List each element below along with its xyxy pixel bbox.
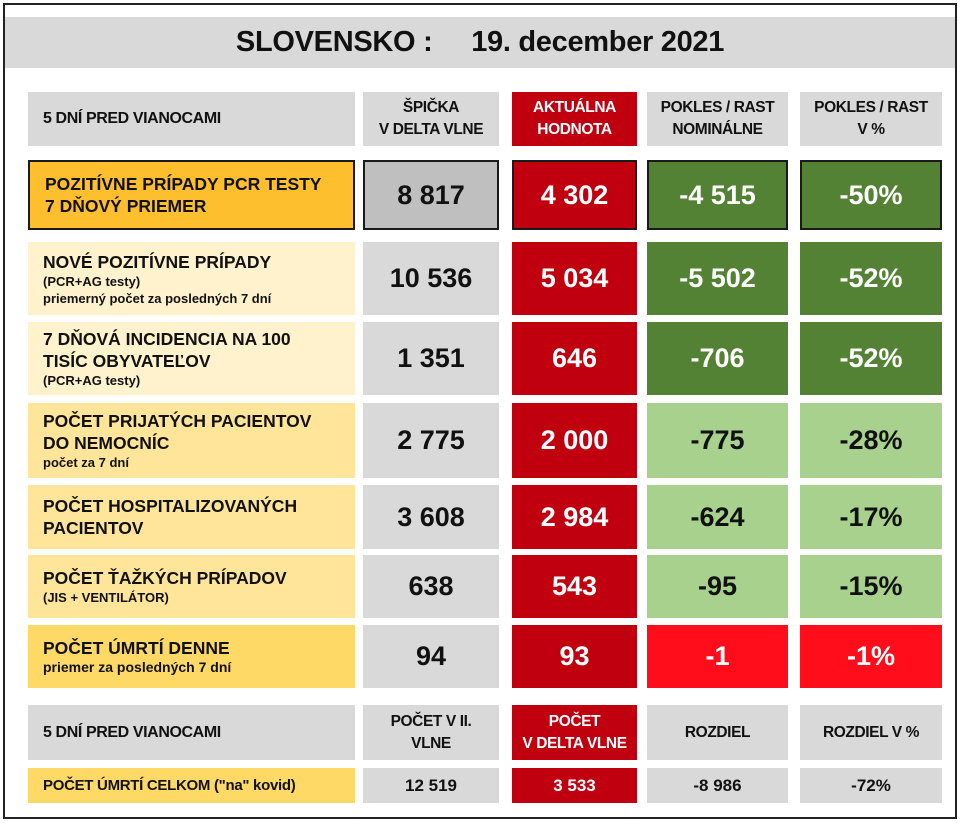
header-current: AKTUÁLNA HODNOTA [512,92,637,146]
footer-header-delta-wave-line2: V DELTA VLNE [522,734,627,752]
footer-header-label: 5 DNÍ PRED VIANOCAMI [43,723,221,741]
row-label-line: POČET ŤAŽKÝCH PRÍPADOV [43,568,287,588]
row-label-line: POZITÍVNE PRÍPADY PCR TESTY [45,174,322,194]
row-label-new-positive: NOVÉ POZITÍVNE PRÍPADY (PCR+AG testy) pr… [28,242,355,315]
row-change-nominal: -1 [647,625,788,688]
footer-header-delta-wave-line1: POČET [548,712,601,730]
row-change-nominal: -775 [647,403,788,478]
row-label-line: 7 DŇOVÁ INCIDENCIA NA 100 [43,329,291,349]
row-peak-value: 10 536 [363,242,499,315]
row-peak-value: 1 351 [363,322,499,395]
header-label-cell: 5 DNÍ PRED VIANOCAMI [28,92,355,146]
row-current-value: 93 [512,625,637,688]
footer-delta-wave-value: 3 533 [512,768,637,803]
row-current-value: 543 [512,555,637,618]
row-change-pct: -15% [800,555,942,618]
row-label-pcr-positive: POZITÍVNE PRÍPADY PCR TESTY 7 DŇOVÝ PRIE… [28,160,355,230]
row-label-admitted: POČET PRIJATÝCH PACIENTOV DO NEMOCNÍC po… [28,403,355,478]
row-peak-value: 2 775 [363,403,499,478]
row-current-value: 2 984 [512,485,637,549]
header-change-pct: POKLES / RAST V % [800,92,942,146]
row-label-line: NOVÉ POZITÍVNE PRÍPADY [43,251,272,272]
row-change-pct: -50% [800,160,942,230]
row-peak-value: 638 [363,555,499,618]
row-change-pct: -17% [800,485,942,549]
row-peak-value: 8 817 [363,160,499,230]
footer-second-wave-value: 12 519 [363,768,499,803]
row-label-line: 7 DŇOVÝ PRIEMER [45,196,207,216]
footer-header-second-wave: POČET V II. VLNE [363,705,499,760]
header-change-nominal: POKLES / RAST NOMINÁLNE [647,92,788,146]
row-change-nominal: -95 [647,555,788,618]
row-label-line: POČET PRIJATÝCH PACIENTOV [43,411,312,431]
footer-row-label: POČET ÚMRTÍ CELKOM ("na" kovid) [43,776,296,794]
footer-header-difference-pct: ROZDIEL V % [800,705,942,760]
row-label-line: PACIENTOV [43,518,144,538]
header-peak-line1: ŠPIČKA [402,99,460,116]
row-current-value: 2 000 [512,403,637,478]
footer-row-label-cell: POČET ÚMRTÍ CELKOM ("na" kovid) [28,768,355,803]
header-current-line1: AKTUÁLNA [533,99,616,116]
row-peak-value: 94 [363,625,499,688]
row-change-nominal: -706 [647,322,788,395]
header-peak: ŠPIČKA V DELTA VLNE [363,92,499,146]
footer-header-difference: ROZDIEL [647,705,788,760]
row-label-hospitalized: POČET HOSPITALIZOVANÝCH PACIENTOV [28,485,355,549]
row-sublabel-line: (PCR+AG testy) [43,373,141,388]
row-sublabel-line: priemerný počet za posledných 7 dní [43,290,272,306]
header-change-nominal-line1: POKLES / RAST [660,99,775,116]
row-peak-value: 3 608 [363,485,499,549]
footer-difference-pct-value: -72% [800,768,942,803]
row-change-nominal: -5 502 [647,242,788,315]
row-change-nominal: -4 515 [647,160,788,230]
row-sublabel-line: priemer za posledných 7 dní [43,659,232,675]
title-spacer [432,26,471,59]
row-sublabel-line: (JIS + VENTILÁTOR) [43,590,169,605]
row-current-value: 5 034 [512,242,637,315]
row-change-pct: -1% [800,625,942,688]
row-label-line: DO NEMOCNÍC [43,433,170,453]
row-sublabel-line: (PCR+AG testy) [43,273,141,289]
header-current-line2: HODNOTA [537,121,612,138]
footer-header-label-cell: 5 DNÍ PRED VIANOCAMI [28,705,355,760]
footer-header-second-wave-line2: VLNE [411,734,451,752]
row-current-value: 646 [512,322,637,395]
row-change-nominal: -624 [647,485,788,549]
header-label: 5 DNÍ PRED VIANOCAMI [43,110,221,127]
footer-header-delta-wave: POČET V DELTA VLNE [512,705,637,760]
row-sublabel-line: počet za 7 dní [43,455,129,470]
row-change-pct: -28% [800,403,942,478]
row-label-line: TISÍC OBYVATEĽOV [43,351,211,371]
title-date: 19. december 2021 [471,26,725,58]
header-change-pct-line1: POKLES / RAST [814,99,928,116]
row-label-incidence: 7 DŇOVÁ INCIDENCIA NA 100 TISÍC OBYVATEĽ… [28,322,355,395]
row-change-pct: -52% [800,322,942,395]
title-country: SLOVENSKO : [235,26,433,58]
header-peak-line2: V DELTA VLNE [378,121,484,138]
header-change-nominal-line2: NOMINÁLNE [672,121,763,138]
row-label-line: POČET ÚMRTÍ DENNE [43,638,230,658]
row-current-value: 4 302 [512,160,637,230]
header-change-pct-line2: V % [857,121,885,138]
row-change-pct: -52% [800,242,942,315]
row-label-deaths-daily: POČET ÚMRTÍ DENNE priemer za posledných … [28,625,355,688]
footer-difference-value: -8 986 [647,768,788,803]
row-label-line: POČET HOSPITALIZOVANÝCH [43,496,298,516]
row-label-severe: POČET ŤAŽKÝCH PRÍPADOV (JIS + VENTILÁTOR… [28,555,355,618]
footer-header-second-wave-line1: POČET V II. [390,712,472,730]
title-band: SLOVENSKO : 19. december 2021 [5,17,955,68]
